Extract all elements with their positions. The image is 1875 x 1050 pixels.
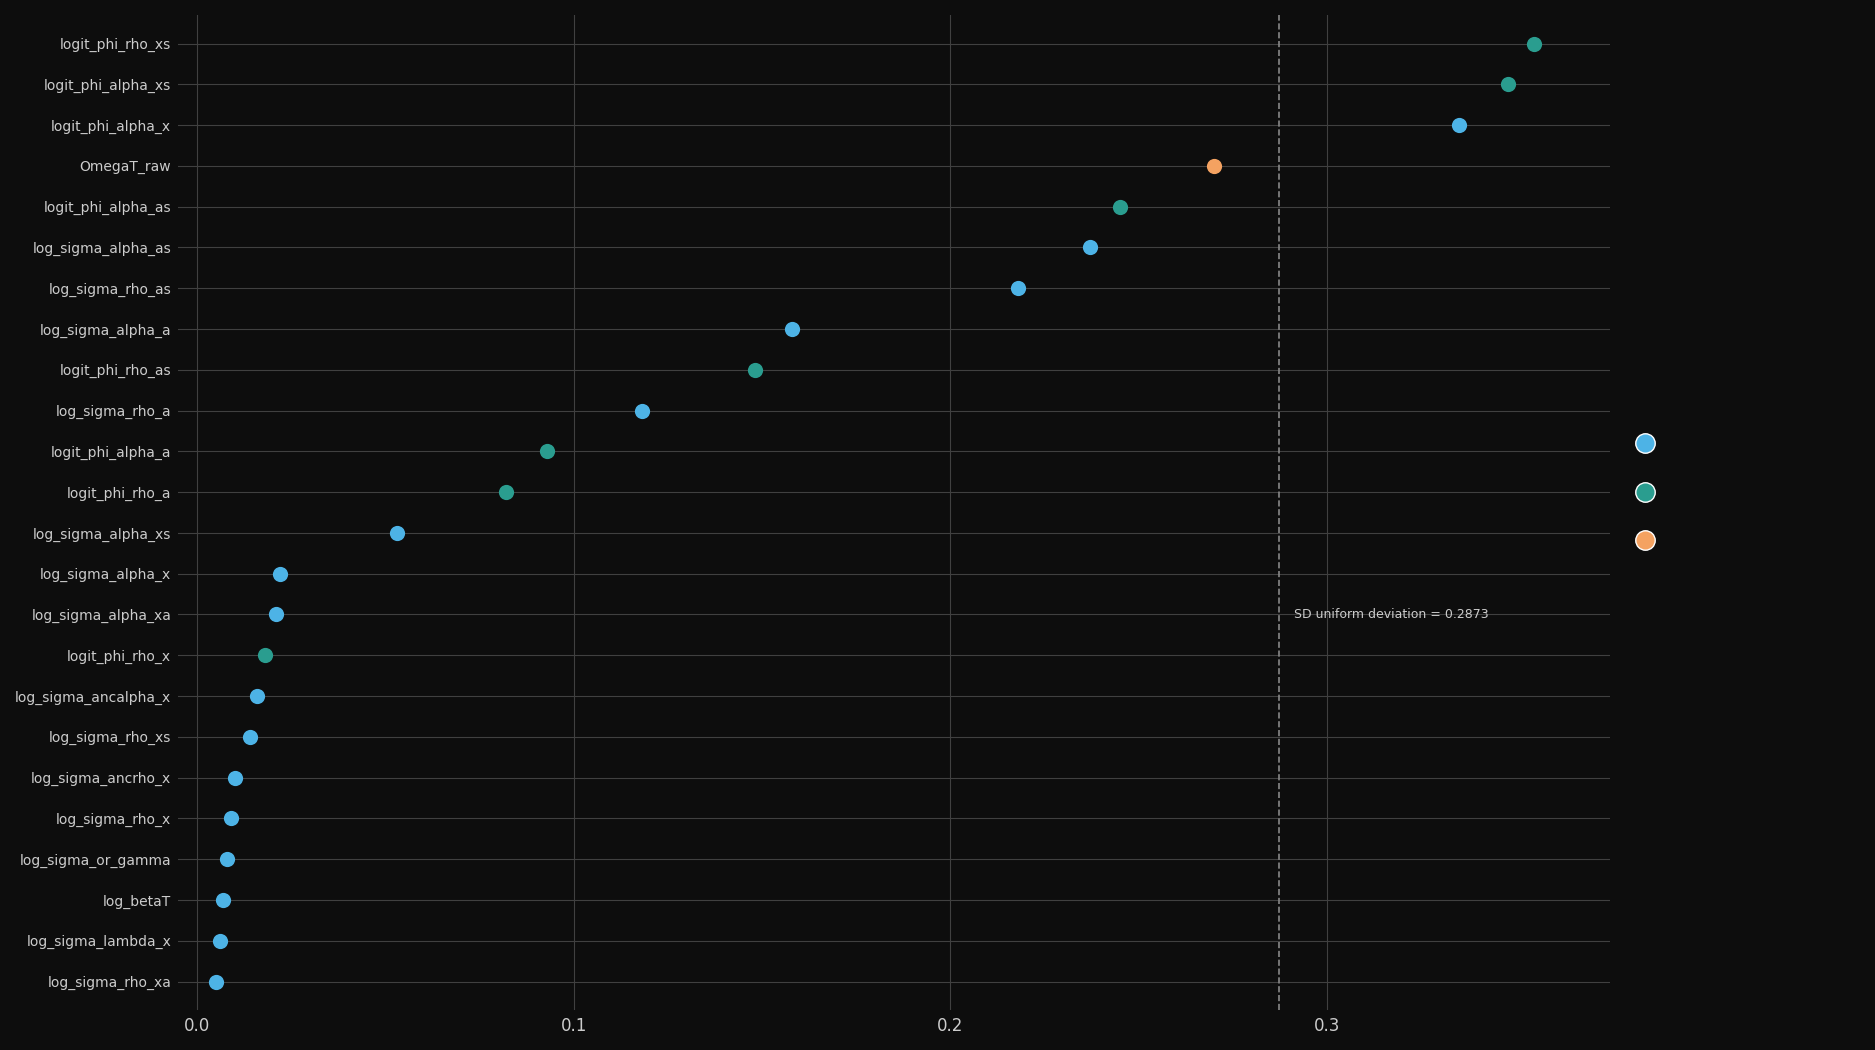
Point xyxy=(204,932,234,949)
Point xyxy=(208,891,238,908)
Point xyxy=(1003,280,1033,297)
Point xyxy=(261,606,291,623)
Point xyxy=(234,729,264,746)
Point xyxy=(1519,35,1549,51)
Point xyxy=(1444,117,1474,133)
Point xyxy=(1492,76,1522,92)
Point xyxy=(249,647,279,664)
Point xyxy=(201,973,231,990)
Point xyxy=(382,525,412,542)
Point xyxy=(242,688,272,705)
Text: SD uniform deviation = 0.2873: SD uniform deviation = 0.2873 xyxy=(1294,608,1489,621)
Point xyxy=(778,320,808,337)
Point xyxy=(626,402,656,419)
Point xyxy=(532,443,562,460)
Legend: , , : , , xyxy=(1624,429,1672,555)
Point xyxy=(216,810,246,826)
Point xyxy=(264,565,294,582)
Point xyxy=(1104,198,1134,215)
Point xyxy=(219,770,249,786)
Point xyxy=(491,484,521,501)
Point xyxy=(1074,239,1104,256)
Point xyxy=(739,361,769,378)
Point xyxy=(212,850,242,867)
Point xyxy=(1200,158,1230,174)
